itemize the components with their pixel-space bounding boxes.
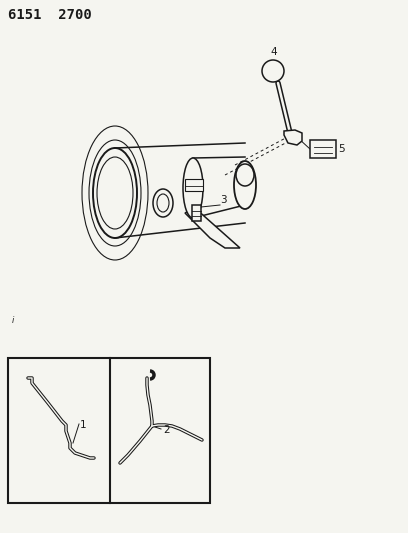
- Ellipse shape: [236, 164, 254, 186]
- Bar: [8, 358, 210, 503]
- Text: i: i: [12, 316, 14, 325]
- Ellipse shape: [93, 148, 137, 238]
- Text: 2: 2: [163, 425, 170, 435]
- Text: 6151  2700: 6151 2700: [8, 8, 92, 22]
- Bar: [310, 140, 336, 158]
- Text: 4: 4: [270, 47, 277, 57]
- Ellipse shape: [234, 161, 256, 209]
- Polygon shape: [185, 208, 240, 248]
- Text: 1: 1: [80, 420, 86, 430]
- Polygon shape: [284, 130, 302, 145]
- Ellipse shape: [183, 158, 203, 218]
- Text: 3: 3: [220, 195, 226, 205]
- Text: 5: 5: [338, 144, 345, 154]
- Ellipse shape: [262, 60, 284, 82]
- Ellipse shape: [153, 189, 173, 217]
- Bar: [185, 179, 203, 191]
- Bar: [192, 205, 201, 221]
